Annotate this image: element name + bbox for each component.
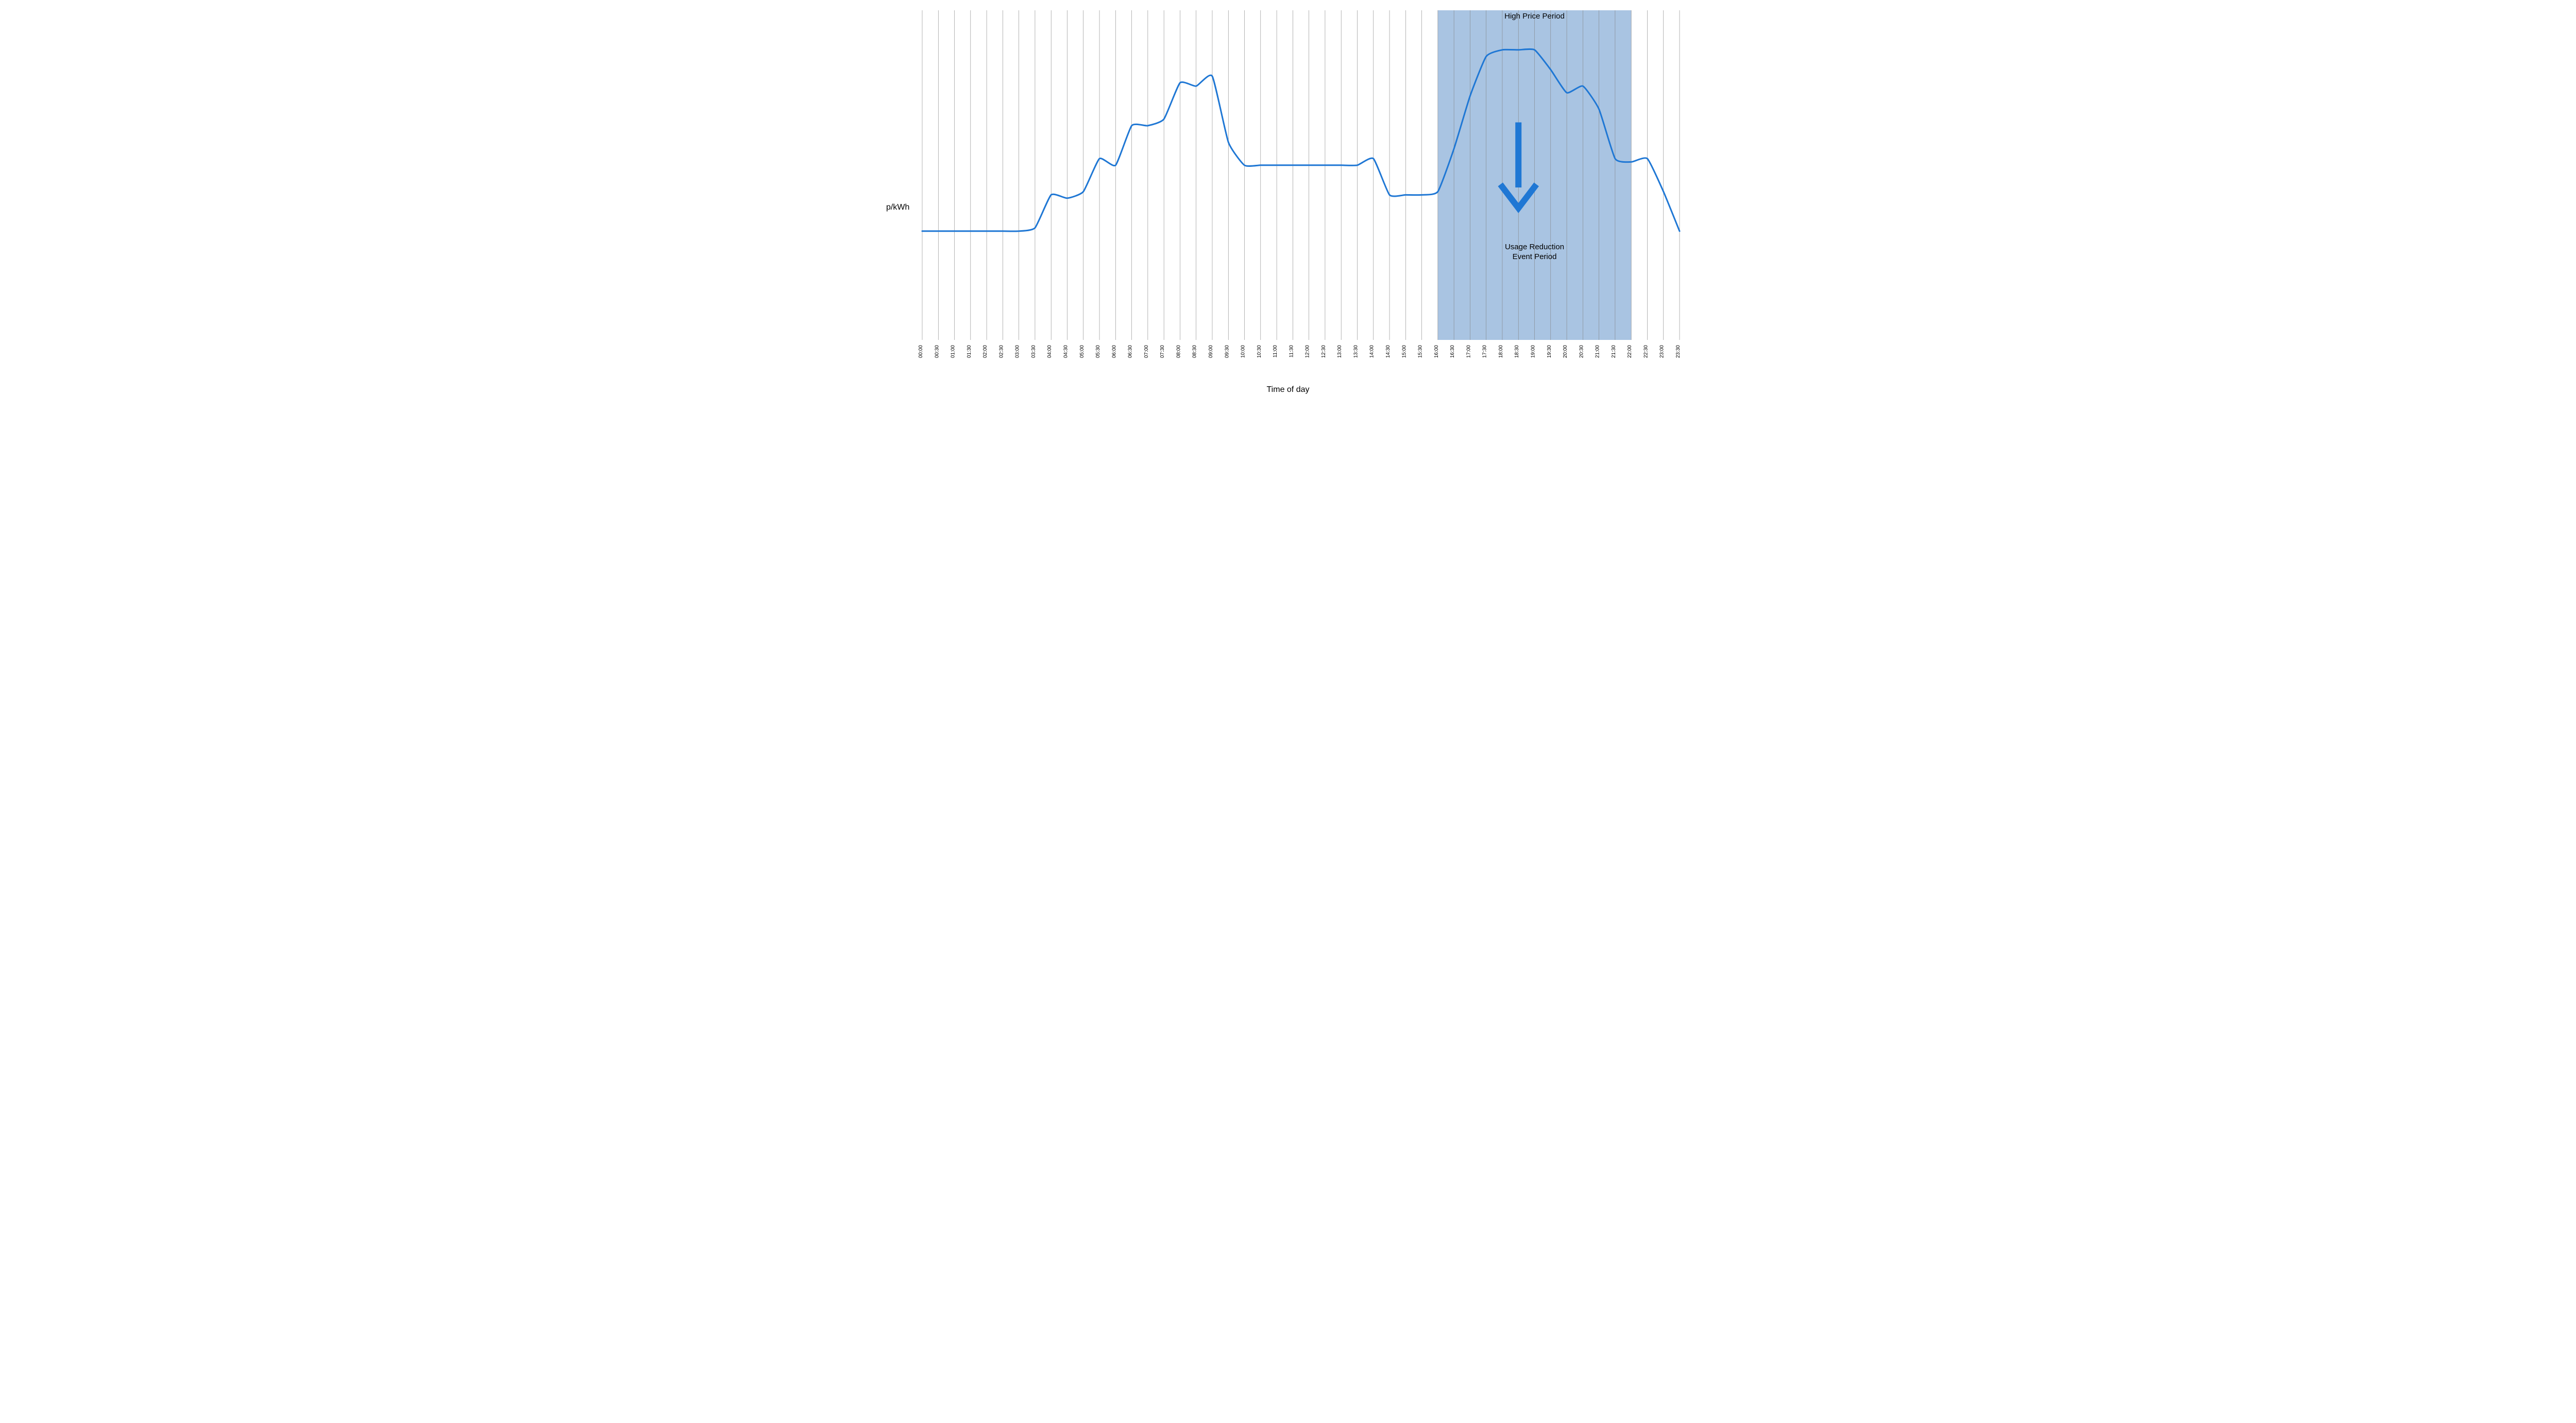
x-tick-label: 19:00 <box>1531 345 1536 358</box>
x-tick-label: 14:30 <box>1385 345 1391 358</box>
x-tick-label: 06:30 <box>1128 345 1133 358</box>
x-tick-label: 22:00 <box>1627 345 1633 358</box>
x-tick-label: 17:00 <box>1466 345 1471 358</box>
x-tick-label: 00:30 <box>934 345 940 358</box>
x-tick-label: 12:00 <box>1305 345 1311 358</box>
x-tick-label: 02:00 <box>982 345 988 358</box>
x-tick-label: 07:30 <box>1160 345 1165 358</box>
x-tick-label: 21:30 <box>1611 345 1617 358</box>
x-tick-label: 08:30 <box>1192 345 1198 358</box>
x-tick-label: 16:30 <box>1450 345 1455 358</box>
x-tick-label: 19:30 <box>1547 345 1552 358</box>
x-tick-label: 06:00 <box>1111 345 1117 358</box>
x-tick-label: 09:00 <box>1208 345 1214 358</box>
x-tick-label: 15:30 <box>1418 345 1423 358</box>
x-tick-label: 01:30 <box>967 345 972 358</box>
y-axis-label: p/kWh <box>886 203 909 212</box>
x-tick-label: 01:00 <box>951 345 956 358</box>
x-tick-label: 11:30 <box>1289 345 1294 358</box>
x-tick-label: 13:00 <box>1337 345 1343 358</box>
x-tick-label: 20:30 <box>1579 345 1584 358</box>
x-tick-label: 22:30 <box>1643 345 1649 358</box>
x-tick-label: 05:30 <box>1095 345 1101 358</box>
x-tick-label: 10:00 <box>1241 345 1246 358</box>
x-tick-label: 03:30 <box>1031 345 1037 358</box>
usage-reduction-label-2: Event Period <box>1513 252 1557 261</box>
x-tick-label: 23:30 <box>1675 345 1681 358</box>
x-tick-label: 07:00 <box>1144 345 1149 358</box>
price-chart: 00:00 00:30 01:00 01:30 02:00 02:30 03:00 03:30… <box>886 10 1690 371</box>
x-tick-label: 00:00 <box>918 345 924 358</box>
x-tick-label: 13:30 <box>1353 345 1359 358</box>
x-tick-label: 12:30 <box>1321 345 1327 358</box>
x-tick-label: 03:00 <box>1015 345 1021 358</box>
x-tick-label: 23:00 <box>1659 345 1665 358</box>
high-price-label: High Price Period <box>1504 12 1565 21</box>
x-tick-label: 14:00 <box>1369 345 1375 358</box>
x-tick-label: 09:30 <box>1224 345 1230 358</box>
x-tick-label: 02:30 <box>998 345 1004 358</box>
x-tick-label: 18:00 <box>1498 345 1504 358</box>
x-tick-label: 18:30 <box>1514 345 1520 358</box>
x-tick-label: 10:30 <box>1257 345 1262 358</box>
x-tick-label: 05:00 <box>1079 345 1085 358</box>
x-tick-label: 20:00 <box>1563 345 1568 358</box>
x-tick-label: 16:00 <box>1434 345 1439 358</box>
x-tick-label: 11:00 <box>1273 345 1278 358</box>
x-tick-label: 08:00 <box>1176 345 1181 358</box>
x-axis-label: Time of day <box>886 385 1690 395</box>
usage-reduction-label-1: Usage Reduction <box>1505 243 1564 251</box>
x-tick-label: 04:00 <box>1047 345 1053 358</box>
x-tick-label: 15:00 <box>1401 345 1407 358</box>
x-tick-label: 04:30 <box>1063 345 1069 358</box>
x-tick-label: 21:00 <box>1595 345 1601 358</box>
x-tick-label: 17:30 <box>1482 345 1488 358</box>
arrow-shaft <box>1515 123 1521 187</box>
